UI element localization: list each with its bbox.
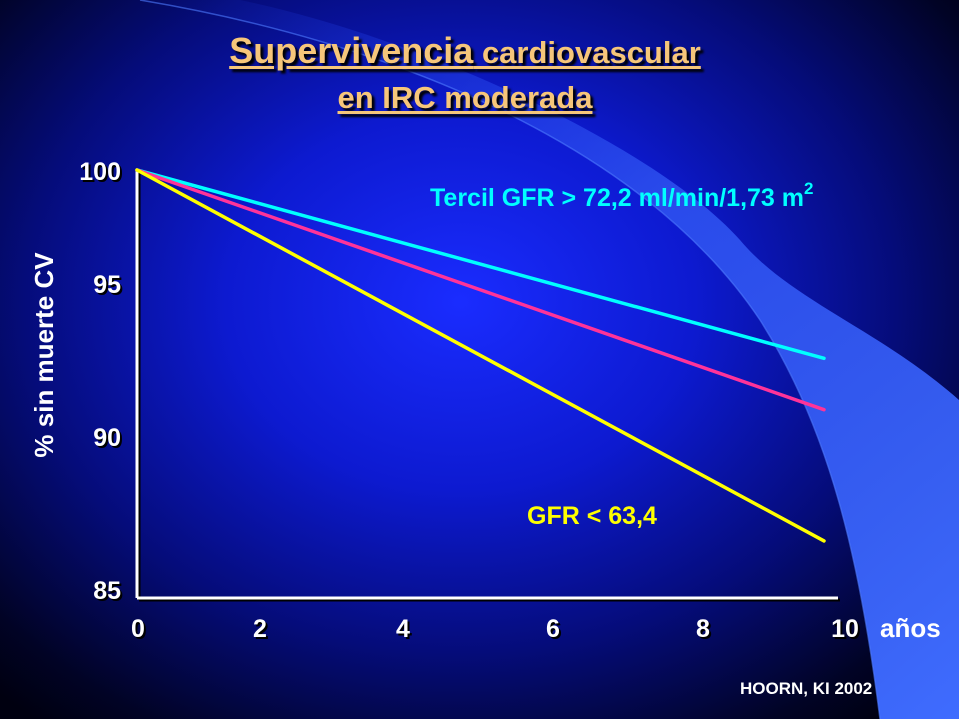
series-label-low-gfr: GFR < 63,4	[527, 502, 657, 530]
series-label-superscript: 2	[804, 179, 813, 198]
x-tick-label-shadow: 10	[833, 617, 861, 645]
series-label-high-gfr: Tercil GFR > 72,2 ml/min/1,73 m2	[430, 179, 813, 212]
background-swoosh	[140, 0, 959, 719]
y-tick-label-shadow: 90	[95, 426, 123, 454]
source-citation: HOORN, KI 2002	[740, 679, 872, 698]
y-tick-label: 85	[93, 577, 121, 605]
y-tick-label-shadow: 85	[95, 579, 123, 607]
series-line-mid-gfr	[135, 168, 826, 412]
x-tick-label: 6	[546, 615, 560, 643]
x-tick-label: 4	[396, 615, 410, 643]
y-tick-label-shadow: 100	[81, 160, 123, 188]
y-tick-label: 95	[93, 271, 121, 299]
y-tick-label: 100	[79, 158, 121, 186]
title-part-1: Supervivencia	[229, 30, 474, 71]
y-axis-title: % sin muerte CV	[29, 252, 59, 458]
slide-subtitle: en IRC moderada	[0, 80, 930, 116]
x-tick-label: 2	[253, 615, 267, 643]
x-tick-label-shadow: 6	[548, 617, 562, 645]
x-tick-label-shadow: 4	[398, 617, 412, 645]
series-line-low-gfr	[135, 168, 826, 543]
x-tick-label-shadow: 2	[255, 617, 269, 645]
x-tick-label: 0	[131, 615, 145, 643]
chart-labels: Tercil GFR > 72,2 ml/min/1,73 m2 GFR < 63…	[430, 179, 813, 530]
x-tick-label: 10	[831, 615, 859, 643]
x-tick-label-shadow: 8	[698, 617, 712, 645]
x-tick-label: 8	[696, 615, 710, 643]
background-swoosh-edge	[139, 0, 881, 719]
slide-title: Supervivencia cardiovascular	[0, 30, 930, 72]
y-tick-label: 90	[93, 424, 121, 452]
x-tick-label-shadow: 0	[133, 617, 147, 645]
series-line-high-gfr	[135, 168, 826, 361]
x-axis-title: años	[880, 613, 941, 643]
title-part-2: cardiovascular	[473, 35, 701, 70]
series-lines	[135, 168, 826, 543]
title-line-2: en IRC moderada	[337, 80, 593, 115]
y-tick-label-shadow: 95	[95, 273, 123, 301]
